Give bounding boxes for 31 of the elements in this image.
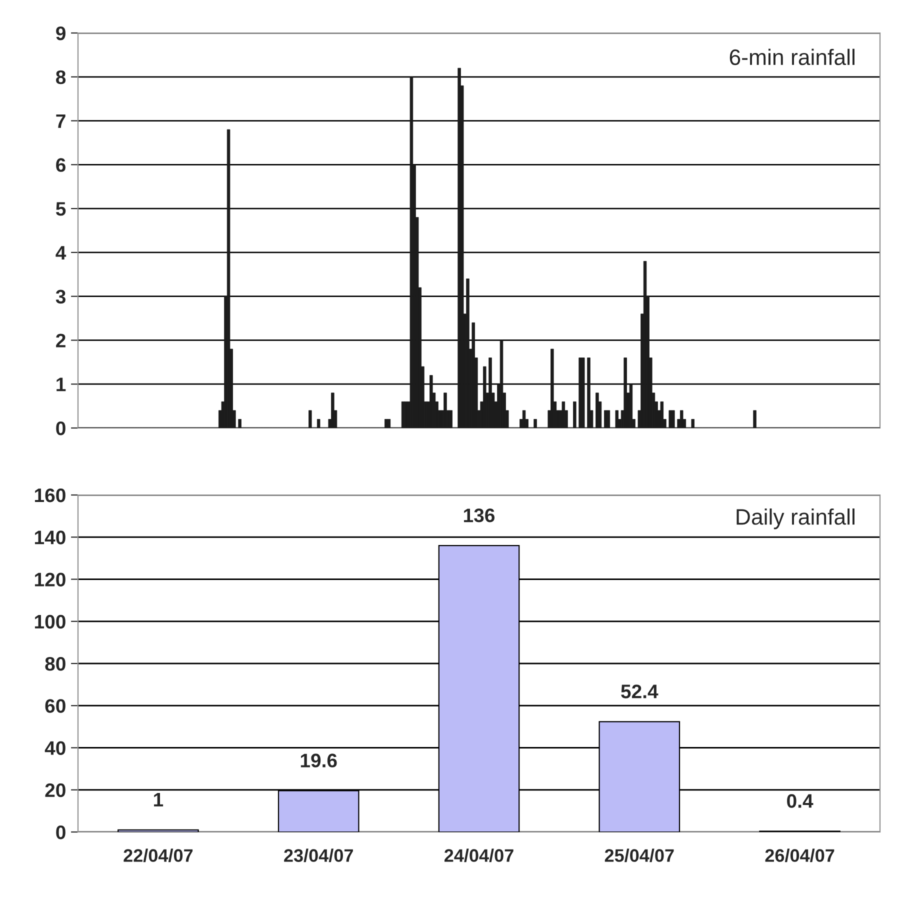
x-tick-label: 25/04/07 [604, 848, 674, 862]
y-tick-label: 20 [45, 783, 66, 798]
y-tick-label: 3 [56, 290, 66, 304]
y-tick-label: 2 [56, 334, 66, 348]
x-tick-label: 22/04/07 [124, 848, 193, 862]
y-tick-label: 1 [56, 378, 66, 392]
x-tick-label: 24/04/07 [444, 848, 514, 862]
y-tick-label: 9 [56, 26, 66, 40]
y-tick-label: 0 [56, 421, 66, 436]
y-tick-label: 120 [34, 572, 66, 586]
data-label: 1 [154, 793, 164, 806]
y-tick-label: 8 [56, 70, 66, 84]
data-label: 52.4 [621, 684, 658, 698]
y-tick-label: 4 [56, 246, 66, 260]
y-tick-label: 7 [56, 114, 66, 128]
y-tick-label: 0 [56, 825, 66, 840]
text: Daily rainfall [736, 508, 854, 530]
y-tick-label: 160 [34, 488, 66, 502]
y-tick-label: 60 [45, 699, 66, 713]
y-tick-label: 140 [34, 530, 66, 544]
data-label: 19.6 [300, 754, 337, 768]
y-tick-label: 6 [56, 158, 66, 172]
x-tick-label: 26/04/07 [765, 848, 834, 862]
text: 6-min rainfall [730, 48, 854, 66]
data-label: 0.4 [787, 794, 814, 808]
y-tick-label: 100 [34, 614, 66, 629]
y-tick-label: 5 [56, 202, 66, 216]
data-label: 136 [464, 508, 495, 522]
x-tick-label: 23/04/07 [284, 848, 353, 862]
y-tick-label: 80 [45, 656, 66, 671]
y-tick-label: 40 [44, 741, 66, 755]
